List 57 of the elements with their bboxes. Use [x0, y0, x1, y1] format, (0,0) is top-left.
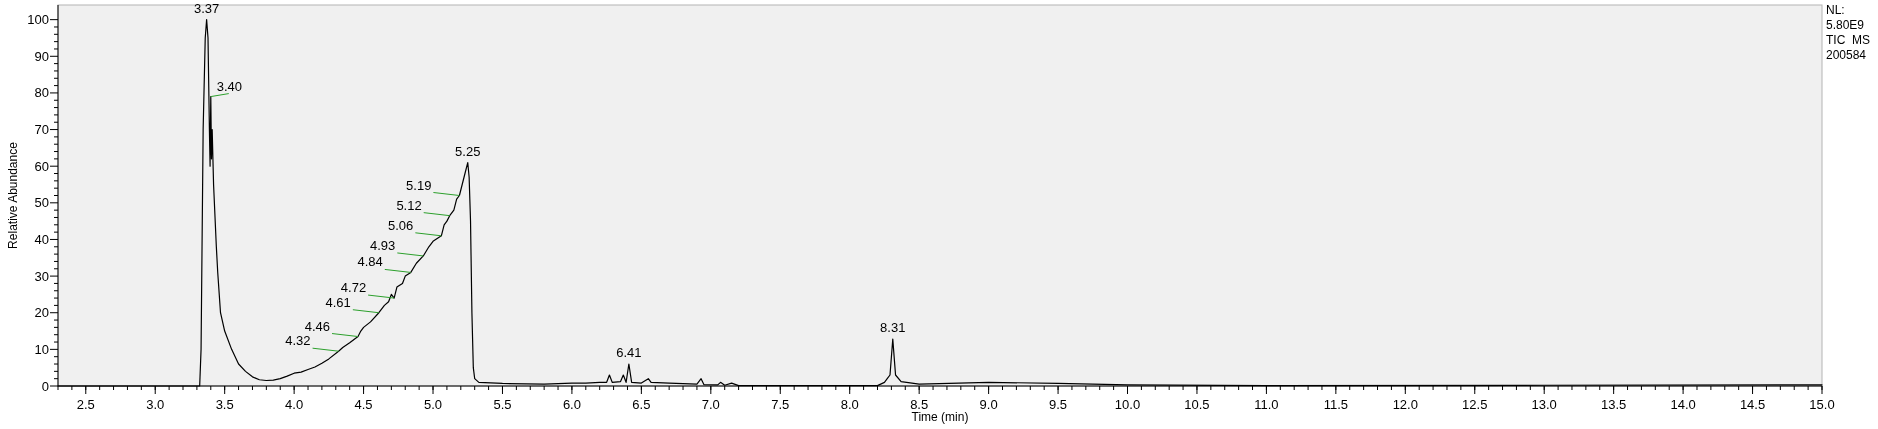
annotation: 4.93 — [369, 237, 396, 253]
y-tick-label: 10 — [34, 341, 49, 357]
x-tick-label: 13.5 — [1601, 397, 1627, 412]
y-tick-label: 50 — [34, 195, 49, 211]
x-tick-label: 5.5 — [493, 397, 512, 412]
y-tick-label: 20 — [34, 305, 49, 321]
x-tick-label: 12.0 — [1392, 397, 1418, 412]
y-tick-label: 80 — [34, 85, 49, 101]
y-tick-label: 0 — [41, 378, 49, 394]
x-tick-label: 11.5 — [1323, 397, 1349, 412]
x-tick-label: 3.5 — [215, 397, 234, 412]
annotation: 4.61 — [325, 294, 351, 310]
annotation: 4.72 — [340, 280, 367, 296]
x-tick-label: 12.5 — [1462, 397, 1488, 412]
y-tick-label: 100 — [27, 12, 49, 28]
annotation: 5.19 — [406, 177, 432, 193]
y-tick-label: 70 — [34, 122, 49, 138]
x-tick-label: 11.0 — [1254, 397, 1279, 412]
x-tick-label: 8.0 — [840, 397, 859, 412]
x-tick-label: 4.0 — [285, 397, 304, 412]
x-tick-label: 14.5 — [1739, 397, 1766, 412]
text: NL: — [1826, 3, 1845, 17]
x-tick-label: 5.0 — [423, 397, 443, 412]
y-tick-label: 40 — [34, 231, 49, 247]
x-tick-label: 4.5 — [354, 397, 373, 412]
x-tick-label: 7.0 — [701, 397, 720, 412]
x-tick-label: 6.5 — [632, 397, 651, 412]
x-tick-label: 8.5 — [910, 397, 929, 412]
x-axis-title: Time (min) — [911, 410, 969, 424]
annotation: 5.06 — [388, 217, 414, 233]
text: TIC MS — [1826, 33, 1870, 47]
x-tick-label: 13.0 — [1531, 397, 1557, 412]
x-tick-label: 9.0 — [979, 397, 998, 412]
annotation: 4.46 — [304, 318, 331, 334]
y-axis-title: Relative Abundance — [6, 141, 20, 249]
x-tick-label: 7.5 — [771, 397, 790, 412]
annotation: 8.31 — [880, 320, 906, 336]
y-tick-label: 30 — [34, 268, 49, 284]
annotation: 6.41 — [616, 345, 642, 361]
y-tick-label: 60 — [34, 158, 49, 174]
x-tick-label: 10.5 — [1184, 397, 1210, 412]
y-tick-label: 90 — [34, 48, 49, 64]
annotation: 3.37 — [193, 0, 220, 16]
x-tick-label: 2.5 — [76, 397, 95, 412]
annotation: 5.12 — [396, 197, 422, 213]
text: 5.80E9 — [1826, 18, 1865, 32]
annotation: 5.25 — [455, 143, 481, 159]
annotation: 3.40 — [216, 78, 243, 94]
x-tick-label: 3.0 — [146, 397, 165, 412]
x-tick-label: 6.0 — [562, 397, 581, 412]
x-tick-label: 14.0 — [1670, 397, 1696, 412]
annotation: 4.84 — [357, 254, 383, 270]
text: 200584 — [1826, 48, 1867, 62]
x-tick-label: 15.0 — [1809, 397, 1835, 412]
x-tick-label: 9.5 — [1049, 397, 1068, 412]
annotation: 4.32 — [285, 333, 311, 349]
x-tick-label: 10.0 — [1114, 397, 1141, 412]
